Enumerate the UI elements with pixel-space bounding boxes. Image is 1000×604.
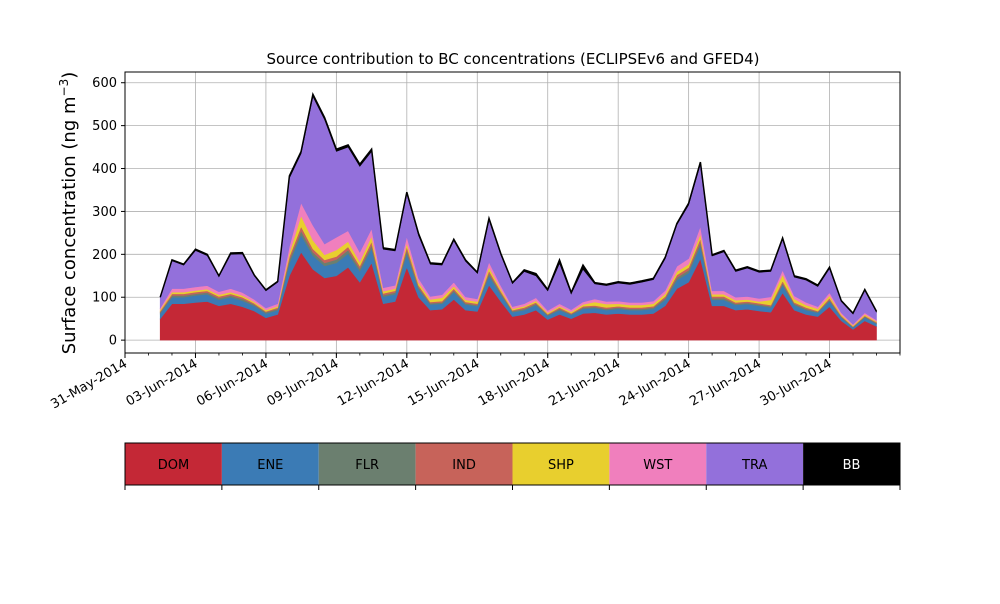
y-axis-label-superscript: −3 xyxy=(57,79,71,97)
legend-label-bb: BB xyxy=(843,458,861,473)
y-tick-label: 600 xyxy=(92,76,117,91)
x-tick-label: 21-Jun-2014 xyxy=(546,356,623,409)
legend-swatch-tra xyxy=(706,443,804,485)
y-tick-label: 0 xyxy=(109,334,117,349)
legend-label-flr: FLR xyxy=(355,458,379,473)
y-axis-label: Surface concentration (ng m−3) xyxy=(57,72,80,355)
x-tick-label: 24-Jun-2014 xyxy=(617,356,694,409)
legend-swatch-ene xyxy=(221,443,319,485)
chart-title: Source contribution to BC concentrations… xyxy=(266,50,759,68)
x-tick-label: 03-Jun-2014 xyxy=(124,356,201,409)
x-tick-label: 18-Jun-2014 xyxy=(476,356,553,409)
legend-label-tra: TRA xyxy=(741,458,767,473)
legend-label-wst: WST xyxy=(643,458,672,473)
stacked-areas xyxy=(159,92,878,341)
y-tick-label: 400 xyxy=(92,162,117,177)
legend-swatch-dom xyxy=(125,443,222,485)
legend-label-dom: DOM xyxy=(158,458,189,473)
legend-swatch-shp xyxy=(512,443,610,485)
x-tick-label: 06-Jun-2014 xyxy=(194,356,271,409)
x-tick-label: 27-Jun-2014 xyxy=(687,356,764,409)
legend-label-ind: IND xyxy=(452,458,476,473)
axes: 0 100 200 300 400 500 600 31-May-201403-Jun-201… xyxy=(48,71,901,412)
y-tick-label: 200 xyxy=(92,248,117,263)
total-outline xyxy=(159,92,878,315)
y-tick-label: 300 xyxy=(92,205,117,220)
legend-swatch-ind xyxy=(415,443,513,485)
legend-swatch-wst xyxy=(609,443,707,485)
plot-frame xyxy=(124,71,901,354)
y-axis-label-close: ) xyxy=(59,72,80,79)
legend-label-shp: SHP xyxy=(548,458,574,473)
x-tick-label: 15-Jun-2014 xyxy=(405,356,482,409)
legend-swatch-bb xyxy=(803,443,900,485)
legend-label-ene: ENE xyxy=(257,458,283,473)
y-tick-label: 100 xyxy=(92,291,117,306)
y-axis-label-main: Surface concentration (ng m xyxy=(59,96,80,354)
x-tick-label: 12-Jun-2014 xyxy=(335,356,412,409)
area-tra xyxy=(159,95,877,325)
x-tick-label: 09-Jun-2014 xyxy=(265,356,342,409)
x-tick-label: 31-May-2014 xyxy=(48,356,130,412)
legend-colorbar: DOM ENE FLR IND SHP WST TRA BB xyxy=(124,442,901,490)
x-tick-label: 30-Jun-2014 xyxy=(758,356,835,409)
y-tick-label: 500 xyxy=(92,119,117,134)
legend-swatch-flr xyxy=(318,443,416,485)
